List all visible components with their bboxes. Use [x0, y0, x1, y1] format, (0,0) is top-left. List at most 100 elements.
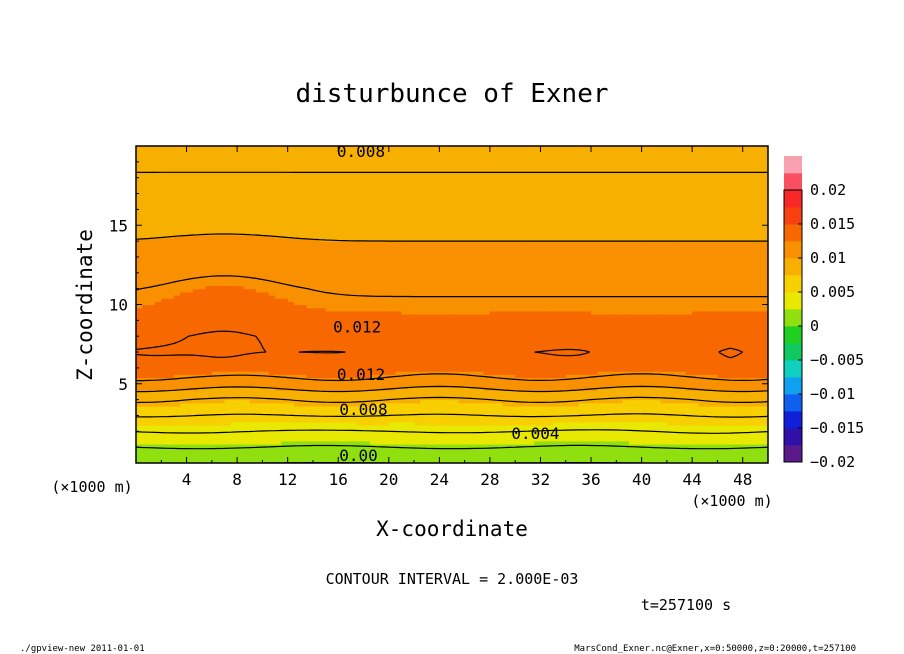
field-cell	[262, 231, 270, 236]
field-cell	[306, 450, 314, 455]
field-cell	[249, 294, 257, 299]
field-cell	[287, 345, 295, 350]
field-cell	[237, 329, 245, 334]
field-cell	[256, 196, 263, 201]
field-cell	[319, 250, 327, 255]
field-cell	[224, 443, 232, 448]
field-cell	[180, 396, 188, 401]
field-cell	[319, 301, 327, 306]
field-cell	[243, 314, 251, 318]
field-cell	[211, 405, 219, 410]
field-cell	[136, 247, 143, 252]
field-cell	[319, 279, 327, 283]
field-cell	[395, 184, 403, 188]
field-cell	[173, 171, 181, 176]
field-cell	[148, 453, 156, 458]
field-cell	[300, 263, 308, 268]
field-cell	[300, 317, 308, 321]
field-cell	[249, 443, 257, 448]
field-cell	[142, 218, 150, 223]
field-cell	[407, 323, 415, 328]
field-cell	[275, 374, 282, 379]
field-cell	[338, 399, 346, 404]
field-cell	[287, 203, 295, 207]
field-cell	[186, 199, 194, 204]
field-cell	[382, 310, 390, 315]
field-cell	[173, 364, 181, 369]
field-cell	[363, 225, 371, 230]
field-cell	[338, 396, 346, 401]
field-cell	[230, 184, 238, 188]
field-cell	[287, 190, 295, 195]
field-cell	[275, 329, 282, 334]
field-cell	[142, 361, 150, 366]
field-cell	[294, 241, 301, 245]
field-cell	[319, 377, 327, 382]
field-cell	[414, 390, 421, 394]
field-cell	[306, 250, 314, 255]
field-cell	[237, 386, 245, 391]
field-cell	[338, 146, 346, 150]
field-cell	[338, 431, 346, 436]
field-cell	[136, 437, 143, 442]
field-cell	[237, 294, 245, 299]
field-cell	[167, 215, 175, 220]
field-cell	[154, 326, 162, 331]
field-cell	[395, 168, 403, 172]
field-cell	[294, 358, 301, 363]
field-cell	[325, 402, 333, 407]
field-cell	[186, 177, 194, 182]
field-cell	[243, 237, 251, 242]
field-cell	[388, 241, 396, 245]
field-cell	[395, 180, 403, 185]
field-cell	[237, 453, 245, 458]
field-cell	[268, 310, 276, 315]
field-cell	[243, 390, 251, 394]
field-cell	[414, 399, 421, 404]
field-cell	[401, 336, 409, 340]
field-cell	[363, 180, 371, 185]
field-cell	[230, 367, 238, 372]
field-cell	[154, 155, 162, 160]
field-cell	[205, 450, 213, 455]
field-cell	[287, 279, 295, 283]
field-cell	[369, 155, 377, 160]
field-cell	[180, 294, 188, 299]
field-cell	[268, 314, 276, 318]
field-cell	[180, 241, 188, 245]
field-cell	[142, 421, 150, 426]
field-cell	[294, 149, 301, 153]
field-cell	[376, 396, 384, 401]
field-cell	[382, 399, 390, 404]
field-cell	[173, 418, 181, 423]
field-cell	[148, 294, 156, 299]
field-cell	[256, 437, 263, 442]
field-cell	[136, 418, 143, 423]
field-cell	[230, 225, 238, 230]
field-cell	[142, 339, 150, 344]
field-cell	[350, 345, 358, 350]
field-cell	[136, 307, 143, 312]
field-cell	[382, 152, 390, 157]
field-cell	[395, 234, 403, 239]
field-cell	[192, 269, 200, 274]
field-cell	[224, 386, 232, 391]
field-cell	[161, 279, 169, 283]
field-cell	[388, 339, 396, 344]
field-cell	[344, 371, 352, 375]
field-cell	[154, 421, 162, 426]
field-cell	[294, 345, 301, 350]
field-cell	[230, 206, 238, 210]
field-cell	[142, 377, 150, 382]
field-cell	[363, 146, 371, 150]
field-cell	[287, 450, 295, 455]
field-cell	[205, 272, 213, 277]
field-cell	[186, 180, 194, 185]
field-cell	[136, 396, 143, 401]
field-cell	[148, 396, 156, 401]
field-cell	[420, 256, 428, 261]
field-cell	[300, 453, 308, 458]
field-cell	[331, 187, 339, 191]
field-cell	[414, 434, 421, 439]
field-cell	[363, 440, 371, 445]
